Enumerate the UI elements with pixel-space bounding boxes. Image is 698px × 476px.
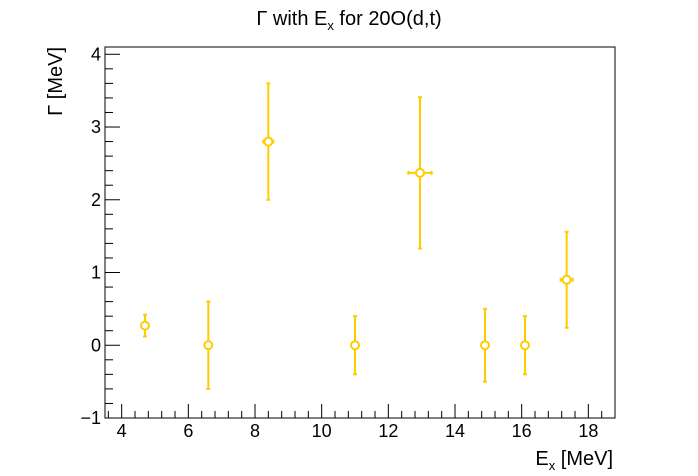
data-point: [350, 315, 360, 376]
data-marker: [140, 320, 150, 331]
chart-title-rest: for 20O(d,t): [334, 8, 442, 30]
data-layer: [140, 82, 574, 390]
y-tick-label: 1: [91, 263, 101, 283]
y-tick-label: −1: [80, 408, 101, 428]
x-axis-label: Ex [MeV]: [535, 448, 613, 473]
y-axis-label: Γ [MeV]: [45, 47, 67, 116]
data-marker: [520, 340, 530, 351]
x-axis-label-sub: x: [549, 458, 556, 473]
data-marker: [263, 136, 274, 147]
data-point: [520, 315, 530, 376]
x-tick-label: 10: [312, 421, 332, 441]
chart-title-main: Γ with E: [256, 8, 327, 30]
x-tick-label: 12: [378, 421, 398, 441]
plot-frame: [104, 46, 616, 419]
data-point: [407, 96, 433, 250]
x-tick-label: 16: [512, 421, 532, 441]
y-tick-label: 2: [91, 190, 101, 210]
data-point: [262, 82, 275, 201]
data-point: [480, 307, 490, 383]
data-point: [140, 313, 150, 338]
x-axis-label-main: E: [535, 448, 548, 470]
y-tick-label: 3: [91, 117, 101, 137]
data-point: [559, 230, 574, 329]
x-axis-label-rest: [MeV]: [555, 448, 613, 470]
data-marker: [415, 167, 425, 178]
x-tick-label: 6: [183, 421, 193, 441]
x-tick-label: 18: [578, 421, 598, 441]
chart-title-sub: x: [327, 18, 334, 33]
chart-title: Γ with Ex for 20O(d,t): [256, 8, 441, 33]
y-axis: −1 0 1 2 3 4: [80, 44, 120, 428]
x-axis: 4 6 8 10 12 14 16 18: [107, 404, 616, 441]
data-marker: [480, 340, 490, 351]
y-tick-label: 4: [91, 44, 101, 64]
y-tick-label: 0: [91, 335, 101, 355]
x-tick-label: 14: [445, 421, 465, 441]
data-marker: [203, 340, 214, 351]
data-point: [203, 300, 214, 390]
x-tick-label: 4: [117, 421, 127, 441]
x-tick-label: 8: [250, 421, 260, 441]
data-marker: [350, 340, 360, 351]
data-marker: [561, 274, 572, 285]
